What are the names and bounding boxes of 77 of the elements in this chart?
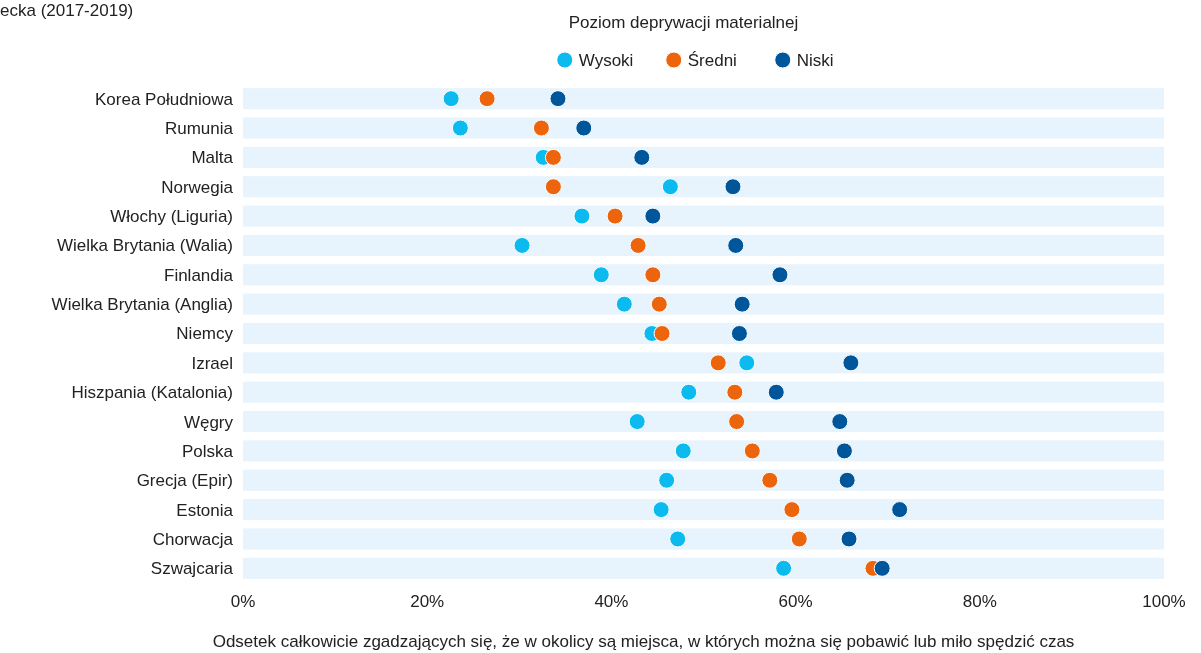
point [606,207,624,225]
legend-label: Wysoki [578,50,634,70]
point [761,471,779,489]
point [680,383,698,401]
point [544,178,562,196]
y-tick-label: Szwajcaria [150,559,234,579]
point [644,207,662,225]
point [842,354,860,372]
point [592,266,610,284]
point [783,501,801,519]
point [644,266,662,284]
legend-label: Średni [687,50,737,70]
point [727,236,745,254]
point [733,295,751,313]
y-tick-label: Wielka Brytania (Anglia) [51,295,233,315]
y-tick-label: Izrael [191,353,233,373]
point [513,236,531,254]
x-tick-label: 40% [594,592,629,611]
point [532,119,550,137]
y-tick-label: Rumunia [164,118,234,138]
x-tick-label: 60% [778,592,813,611]
point [838,471,856,489]
x-tick-label: 80% [962,592,997,611]
point [831,413,849,431]
y-tick-label: Grecja (Epir) [136,471,233,491]
point [650,295,668,313]
point [728,413,746,431]
point [575,119,593,137]
y-tick-label: Niemcy [176,324,234,344]
point [573,207,591,225]
y-tick-label: Malta [191,148,234,168]
point [891,501,909,519]
x-tick-label: 100% [1142,592,1186,611]
y-tick-label: Węgry [183,412,234,432]
x-axis-title: Odsetek całkowicie zgadzających się, że w okolicy są miejsca, w których można się pobawić lub miło spędzić czas [212,632,1075,651]
y-tick-label: Korea Południowa [95,89,234,109]
point [835,442,853,460]
y-tick-label: Hiszpania (Katalonia) [71,383,233,403]
x-tick-label: 0% [230,592,256,611]
point [738,354,756,372]
y-tick-label: Chorwacja [152,529,234,549]
point [544,148,562,166]
y-tick-label: Polska [181,441,234,461]
point [743,442,761,460]
point [730,325,748,342]
point [658,471,676,489]
y-tick-label: Finlandia [164,265,234,285]
point [653,325,671,342]
point [661,178,679,196]
legend-title: Poziom deprywacji materialnej [568,13,799,32]
point [771,266,789,284]
point [451,119,469,137]
point [709,354,727,372]
point [767,383,785,401]
legend-label: Niski [796,50,834,70]
y-tick-label: Norwegia [161,177,234,197]
y-tick-label: Estonia [176,500,234,520]
point [724,178,742,196]
point [442,90,460,108]
point [629,236,647,254]
point [669,530,687,548]
point [478,90,496,108]
point [840,530,858,548]
point [726,383,744,401]
point [549,90,567,108]
point [790,530,808,548]
y-tick-label: Wielka Brytania (Walia) [56,236,233,256]
x-tick-label: 20% [410,592,445,611]
point [873,559,891,577]
text: ecka (2017-2019) [0,1,134,20]
point [652,501,670,519]
point [674,442,692,460]
y-tick-label: Włochy (Liguria) [110,207,233,227]
point [775,559,793,577]
point [633,148,651,166]
point [615,295,633,313]
point [628,413,646,431]
